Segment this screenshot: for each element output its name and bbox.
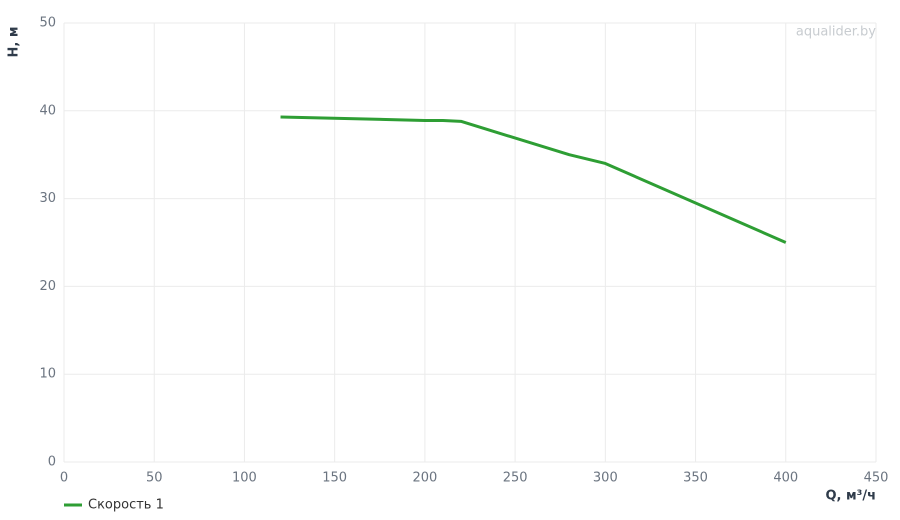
x-tick-label: 200 xyxy=(412,471,437,486)
x-tick-label: 0 xyxy=(60,471,68,486)
x-tick-label: 350 xyxy=(683,471,708,486)
y-tick-label: 50 xyxy=(39,16,56,31)
y-tick-label: 20 xyxy=(39,279,56,294)
watermark: aqualider.by xyxy=(796,25,876,40)
line xyxy=(280,115,787,244)
x-tick-label: 400 xyxy=(773,471,798,486)
y-tick-label: 0 xyxy=(48,455,56,470)
y-tick-label: 10 xyxy=(39,367,56,382)
x-tick-label: 450 xyxy=(864,471,889,486)
y-axis-label: H, м xyxy=(7,27,22,58)
y-tick-label: 40 xyxy=(39,103,56,118)
x-tick-label: 300 xyxy=(593,471,618,486)
legend-label: Скорость 1 xyxy=(88,498,164,513)
x-tick-label: 100 xyxy=(232,471,257,486)
x-tick-label: 150 xyxy=(322,471,347,486)
y-tick-label: 30 xyxy=(39,191,56,206)
x-tick-label: 50 xyxy=(146,471,163,486)
x-tick-label: 250 xyxy=(503,471,528,486)
x-axis-label: Q, м³/ч xyxy=(825,489,876,504)
